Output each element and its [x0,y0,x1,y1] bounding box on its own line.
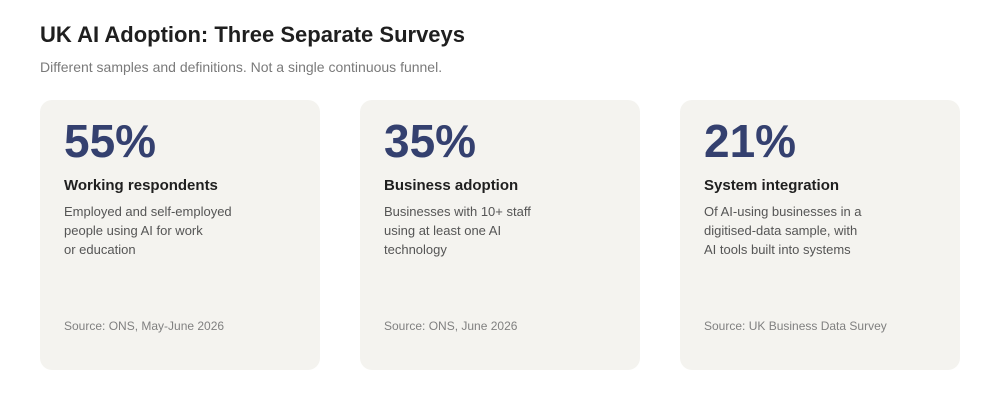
description-line: AI tools built into systems [704,242,851,257]
description-line: Employed and self-employed [64,204,232,219]
card-source: Source: ONS, May-June 2026 [64,319,225,333]
card-source: Source: UK Business Data Survey [704,319,887,333]
card-heading: Business adoption [384,177,519,194]
description-line: digitised-data sample, with [704,223,858,238]
stat-value: 35% [384,115,477,167]
description-line: Of AI-using businesses in a [704,204,862,219]
description-line: using at least one AI [384,223,502,238]
stat-value: 55% [64,115,157,167]
card-description: Of AI-using businesses in a digitised-da… [704,202,944,259]
description-line: technology [384,242,447,257]
page-title: UK AI Adoption: Three Separate Surveys [40,22,466,47]
card-heading: System integration [704,177,840,194]
card-description: Employed and self-employed people using … [64,202,304,259]
description-line: or education [64,242,136,257]
card-heading: Working respondents [64,177,218,194]
description-line: people using AI for work [64,223,203,238]
description-line: Businesses with 10+ staff [384,204,531,219]
survey-card-system-integration: 21% System integration Of AI-using busin… [680,100,960,370]
stat-value: 21% [704,115,797,167]
survey-card-business-adoption: 35% Business adoption Businesses with 10… [360,100,640,370]
card-source: Source: ONS, June 2026 [384,319,518,333]
survey-card-working-respondents: 55% Working respondents Employed and sel… [40,100,320,370]
card-description: Businesses with 10+ staff using at least… [384,202,624,259]
page-subtitle: Different samples and definitions. Not a… [40,59,443,75]
